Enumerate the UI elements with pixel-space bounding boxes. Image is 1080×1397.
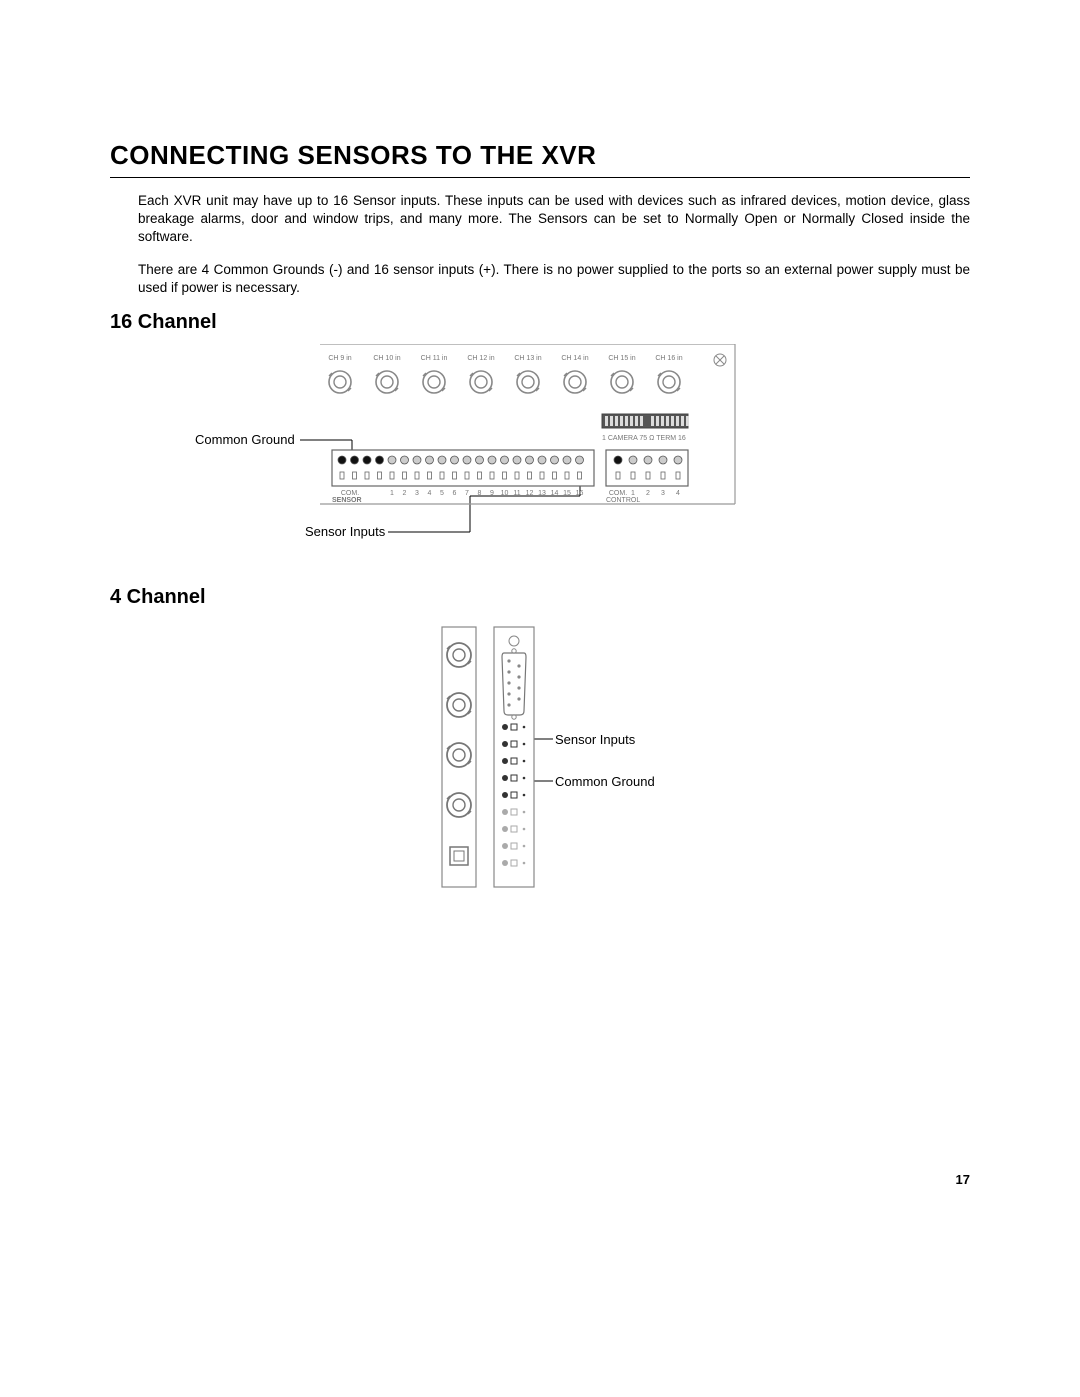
svg-text:CH 12 in: CH 12 in: [467, 355, 494, 362]
svg-text:CH 16 in: CH 16 in: [655, 355, 682, 362]
svg-text:14: 14: [551, 490, 559, 497]
svg-text:CH 11 in: CH 11 in: [421, 355, 448, 362]
svg-text:4: 4: [428, 490, 432, 497]
subhead-16-channel: 16 Channel: [110, 311, 970, 334]
svg-text:8: 8: [478, 490, 482, 497]
svg-text:SENSOR: SENSOR: [332, 497, 362, 504]
svg-text:16: 16: [576, 490, 584, 497]
svg-text:1: 1: [631, 490, 635, 497]
diagram-16-channel: Common Ground Sensor Inputs CH 9 inCH 10…: [110, 344, 970, 574]
svg-text:12: 12: [526, 490, 534, 497]
paragraph-1: Each XVR unit may have up to 16 Sensor i…: [138, 192, 970, 247]
diagram-16-svg: CH 9 inCH 10 inCH 11 inCH 12 inCH 13 inC…: [110, 344, 970, 574]
svg-text:2: 2: [403, 490, 407, 497]
page-title: CONNECTING SENSORS TO THE XVR: [110, 140, 970, 171]
svg-text:9: 9: [490, 490, 494, 497]
page-number: 17: [956, 1172, 970, 1187]
subhead-4-channel: 4 Channel: [110, 586, 970, 609]
svg-text:5: 5: [440, 490, 444, 497]
svg-text:3: 3: [661, 490, 665, 497]
svg-text:4: 4: [676, 490, 680, 497]
svg-text:15: 15: [563, 490, 571, 497]
svg-text:2: 2: [646, 490, 650, 497]
paragraph-2: There are 4 Common Grounds (-) and 16 se…: [138, 261, 970, 297]
svg-text:3: 3: [415, 490, 419, 497]
svg-text:CH 9 in: CH 9 in: [328, 355, 351, 362]
svg-text:10: 10: [501, 490, 509, 497]
svg-text:1: 1: [390, 490, 394, 497]
svg-text:CH 13 in: CH 13 in: [514, 355, 541, 362]
svg-text:CH 15 in: CH 15 in: [608, 355, 635, 362]
svg-text:11: 11: [513, 490, 520, 497]
svg-text:COM.: COM.: [609, 490, 627, 497]
svg-text:13: 13: [538, 490, 546, 497]
title-rule: [110, 177, 970, 178]
svg-text:CH 14 in: CH 14 in: [561, 355, 588, 362]
svg-text:COM.: COM.: [341, 490, 359, 497]
svg-text:7: 7: [465, 490, 469, 497]
svg-text:6: 6: [453, 490, 457, 497]
svg-text:CONTROL: CONTROL: [606, 497, 640, 504]
term-label: 1 CAMERA 75 Ω TERM 16: [602, 435, 686, 442]
diagram-4-channel: Sensor Inputs Common Ground: [110, 619, 970, 919]
diagram-4-svg: [110, 619, 970, 919]
svg-text:CH 10 in: CH 10 in: [373, 355, 400, 362]
